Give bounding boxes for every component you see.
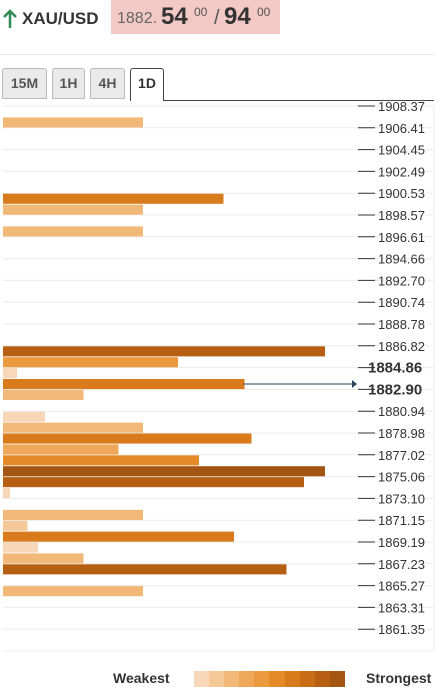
legend-swatch: [269, 671, 285, 687]
tab-4h[interactable]: 4H: [90, 68, 125, 99]
level-label: 1908.37: [378, 99, 425, 114]
confluence-bar: [3, 226, 143, 237]
legend-swatch: [239, 671, 255, 687]
legend-swatch: [194, 671, 210, 687]
confluence-bar: [3, 553, 84, 564]
confluence-bar: [3, 531, 234, 542]
confluence-bar: [3, 586, 143, 597]
level-label: 1865.27: [378, 579, 425, 594]
confluence-bar: [3, 411, 45, 422]
level-label: 1890.74: [378, 295, 425, 310]
tab-1d[interactable]: 1D: [130, 68, 164, 101]
level-label: 1880.94: [378, 404, 425, 419]
ask-fraction: 00: [257, 5, 271, 19]
level-label: 1873.10: [378, 491, 425, 506]
level-label: 1878.98: [378, 426, 425, 441]
confluence-bar: [3, 488, 10, 499]
legend-weakest-label: Weakest: [113, 670, 170, 686]
level-label: 1882.90: [368, 381, 422, 398]
confluence-bar: [3, 368, 17, 379]
confluence-bar: [3, 520, 28, 531]
level-label: 1863.31: [378, 600, 425, 615]
level-label: 1896.61: [378, 230, 425, 245]
level-label: 1875.06: [378, 470, 425, 485]
legend-swatch: [329, 671, 345, 687]
level-label: 1900.53: [378, 186, 425, 201]
level-label: 1861.35: [378, 622, 425, 637]
legend-strongest-label: Strongest: [366, 670, 432, 686]
confluence-bar: [3, 542, 38, 553]
confluence-bar: [3, 509, 143, 520]
level-label: 1898.57: [378, 208, 425, 223]
level-label: 1888.78: [378, 317, 425, 332]
level-label: 1894.66: [378, 252, 425, 267]
up-arrow-icon: [3, 9, 17, 28]
price-prefix: 1882.: [117, 10, 158, 27]
tab-15m[interactable]: 15M: [2, 68, 47, 99]
price-separator: /: [214, 7, 220, 29]
level-label: 1892.70: [378, 273, 425, 288]
level-label: 1884.86: [368, 360, 422, 377]
legend-swatch: [209, 671, 225, 687]
bid-price: 54: [161, 3, 188, 30]
confluence-bar: [3, 422, 143, 433]
confluence-bar: [3, 477, 304, 488]
level-label: 1867.23: [378, 557, 425, 572]
header-divider: [0, 54, 434, 55]
confluence-bar: [3, 455, 199, 466]
legend-swatch: [224, 671, 240, 687]
confluence-bar: [3, 389, 84, 400]
confluence-bar: [3, 357, 178, 368]
instrument-header: XAU/USD 1882. 54 00 / 94 00: [0, 0, 445, 40]
legend-scale: [194, 671, 345, 687]
level-label: 1902.49: [378, 164, 425, 179]
legend-swatch: [284, 671, 300, 687]
price-box: 1882. 54 00 / 94 00: [111, 0, 280, 34]
legend-swatch: [254, 671, 270, 687]
confluence-bar: [3, 444, 119, 455]
level-label: 1904.45: [378, 143, 425, 158]
confluence-bar: [3, 466, 325, 477]
symbol-label: XAU/USD: [22, 9, 99, 28]
level-label: 1886.82: [378, 339, 425, 354]
tab-1h[interactable]: 1H: [52, 68, 85, 99]
level-label: 1871.15: [378, 513, 425, 528]
level-label: 1869.19: [378, 535, 425, 550]
bid-fraction: 00: [194, 5, 208, 19]
level-label: 1906.41: [378, 121, 425, 136]
confluence-bar: [3, 193, 224, 204]
legend-swatch: [314, 671, 330, 687]
confluence-bar: [3, 564, 287, 575]
confluence-bar: [3, 117, 143, 128]
confluence-chart: 1908.37 1906.41 1904.45 1902.49 1900.53 1898.…: [3, 99, 435, 652]
confluence-bar: [3, 204, 143, 215]
confluence-bar: [3, 433, 252, 444]
ask-price: 94: [224, 3, 251, 30]
current-price-marker-icon: [352, 379, 357, 388]
confluence-bar: [3, 346, 325, 357]
tab-underline: [163, 100, 434, 101]
level-label: 1877.02: [378, 448, 425, 463]
confluence-bar: [3, 379, 245, 390]
legend-swatch: [299, 671, 315, 687]
